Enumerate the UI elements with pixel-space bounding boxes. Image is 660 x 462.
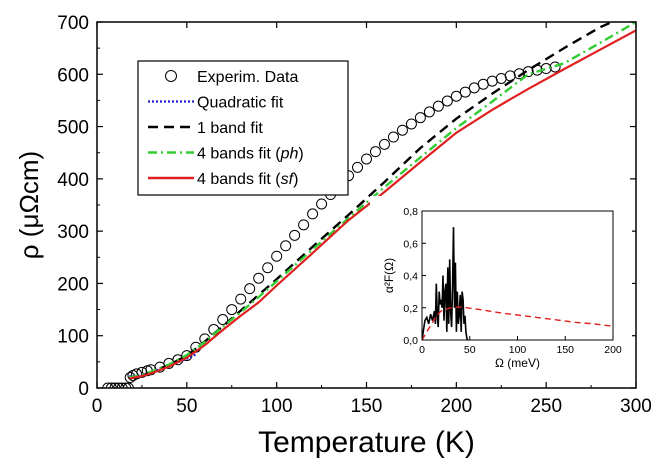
data-point bbox=[122, 382, 134, 388]
data-point bbox=[120, 382, 132, 388]
legend-label: Quadratic fit bbox=[197, 95, 284, 112]
data-point bbox=[450, 90, 462, 102]
inset-x-tick-label: 50 bbox=[464, 344, 476, 356]
y-tick-label: 700 bbox=[57, 13, 89, 34]
data-point bbox=[414, 112, 426, 124]
data-point bbox=[271, 250, 283, 262]
y-tick-label: 0 bbox=[78, 379, 89, 400]
y-axis-title: ρ (μΩcm) bbox=[14, 151, 44, 259]
main-series-layer bbox=[102, 22, 636, 388]
series-line-4-bands-fit-ph- bbox=[129, 22, 636, 379]
data-point bbox=[280, 240, 292, 252]
inset-x-tick-label: 200 bbox=[604, 344, 622, 356]
data-point bbox=[116, 382, 128, 388]
legend-label: 4 bands fit (sf) bbox=[197, 171, 298, 188]
inset-y-tick-label: 0,8 bbox=[403, 206, 418, 218]
inset-series-layer bbox=[422, 227, 613, 340]
data-point bbox=[226, 304, 238, 316]
data-point bbox=[504, 70, 516, 82]
data-point bbox=[316, 198, 328, 210]
inset-dashed-spectrum bbox=[422, 306, 613, 340]
data-point bbox=[298, 219, 310, 231]
inset-background bbox=[370, 196, 632, 374]
data-point bbox=[441, 95, 453, 107]
x-tick-label: 250 bbox=[530, 396, 562, 417]
x-axis-title: Temperature (K) bbox=[258, 426, 475, 459]
legend-label: 4 bands fit (ph) bbox=[197, 146, 304, 163]
inset-solid-spectrum bbox=[422, 227, 469, 340]
x-tick-label: 200 bbox=[440, 396, 472, 417]
inset-y-tick-label: 0,2 bbox=[403, 303, 418, 315]
legend-label: Experim. Data bbox=[197, 69, 298, 86]
inset-x-tick-label: 100 bbox=[509, 344, 527, 356]
data-point bbox=[217, 314, 229, 326]
data-point bbox=[540, 63, 552, 75]
inset-x-tick-label: 150 bbox=[556, 344, 574, 356]
data-point bbox=[244, 283, 256, 295]
data-point bbox=[432, 100, 444, 112]
data-point bbox=[289, 229, 301, 241]
inset-chart: 0 50 100 150 200 0,0 0,2 0,4 0,6 0,8 Ω (meV) α²F(Ω) bbox=[370, 196, 632, 374]
inset-x-tick-label: 0 bbox=[419, 344, 425, 356]
x-tick-label: 100 bbox=[261, 396, 293, 417]
legend: Experim. Data Quadratic fit 1 band fit 4 ba… bbox=[137, 60, 349, 196]
data-point bbox=[396, 124, 408, 136]
data-point bbox=[405, 118, 417, 130]
x-tick-label: 300 bbox=[620, 396, 652, 417]
data-point bbox=[113, 382, 125, 388]
y-tick-label: 400 bbox=[57, 170, 89, 191]
data-point bbox=[369, 146, 381, 158]
inset-y-axis-title: α²F(Ω) bbox=[382, 258, 396, 293]
inset-y-tick-label: 0,0 bbox=[403, 335, 418, 347]
y-tick-label: 500 bbox=[57, 118, 89, 139]
inset-y-tick-label: 0,6 bbox=[403, 238, 418, 250]
data-point bbox=[109, 382, 121, 388]
data-point bbox=[105, 382, 117, 388]
y-tick-label: 100 bbox=[57, 327, 89, 348]
data-point bbox=[387, 131, 399, 143]
data-point bbox=[495, 72, 507, 84]
data-point bbox=[459, 86, 471, 98]
data-point bbox=[522, 66, 534, 78]
inset-x-axis-title: Ω (meV) bbox=[495, 356, 540, 370]
data-point bbox=[181, 350, 193, 362]
y-tick-label: 300 bbox=[57, 222, 89, 243]
inset-y-tick-label: 0,4 bbox=[403, 271, 418, 283]
series-line-1-band-fit bbox=[129, 22, 616, 380]
data-point bbox=[102, 382, 114, 388]
data-point bbox=[378, 138, 390, 150]
data-point bbox=[253, 272, 265, 284]
x-tick-label: 150 bbox=[351, 396, 383, 417]
data-point bbox=[307, 208, 319, 220]
data-point bbox=[361, 153, 372, 165]
legend-label: 1 band fit bbox=[197, 120, 263, 137]
data-point bbox=[235, 293, 247, 305]
legend-marker bbox=[165, 70, 177, 82]
data-point bbox=[352, 161, 364, 173]
data-point bbox=[262, 262, 274, 274]
series-line-4-bands-fit-sf- bbox=[129, 29, 636, 380]
x-tick-label: 50 bbox=[176, 396, 197, 417]
y-tick-label: 600 bbox=[57, 65, 89, 86]
y-tick-label: 200 bbox=[57, 274, 89, 295]
data-point bbox=[423, 106, 435, 118]
x-tick-label: 0 bbox=[92, 396, 103, 417]
data-point bbox=[486, 75, 498, 87]
